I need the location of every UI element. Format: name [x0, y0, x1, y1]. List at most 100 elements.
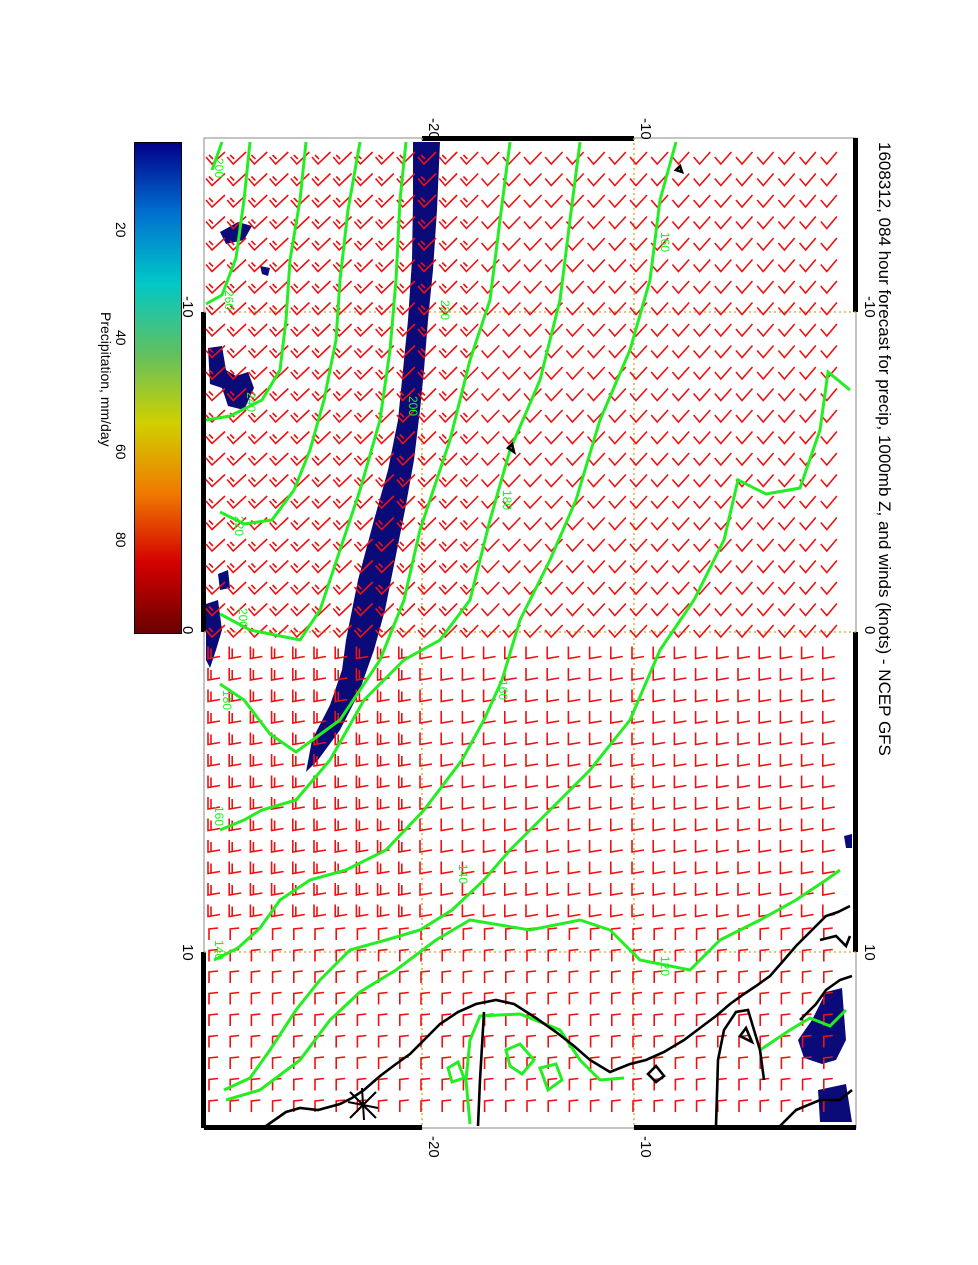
wind-barb: [608, 452, 627, 467]
wind-barb: [714, 344, 732, 359]
wind-barb: [717, 970, 727, 983]
wind-barb: [526, 1099, 537, 1112]
wind-barb: [735, 194, 754, 209]
wind-barb: [374, 151, 395, 166]
wind-barb: [419, 668, 433, 681]
wind-barb: [374, 430, 395, 445]
wind-barb: [565, 624, 585, 639]
wind-barb: [671, 215, 690, 230]
wind-barb: [438, 559, 458, 574]
wind-barb: [717, 1077, 727, 1091]
wind-barb: [820, 538, 838, 553]
wind-barb: [311, 172, 332, 187]
wind-barb: [205, 366, 226, 381]
wind-barb: [226, 194, 247, 209]
wind-barb: [483, 1099, 494, 1112]
wind-barb: [353, 559, 374, 574]
wind-barb: [610, 797, 623, 810]
wind-barb: [737, 840, 751, 853]
wind-barb: [798, 172, 817, 187]
wind-barb: [650, 301, 669, 316]
wind-barb: [270, 668, 284, 681]
wind-barb: [525, 689, 539, 703]
wind-barb: [207, 797, 221, 810]
wind-barb: [735, 387, 754, 402]
wind-barb: [314, 1056, 325, 1069]
wind-barb: [502, 344, 521, 359]
wind-barb: [482, 754, 496, 767]
wind-barb: [313, 861, 327, 875]
wind-barb: [461, 711, 475, 724]
wind-barb: [589, 1013, 600, 1026]
wind-barb: [716, 818, 729, 832]
wind-barb: [632, 927, 643, 940]
top-tick-label: -10: [637, 118, 654, 140]
wind-barb: [801, 948, 812, 962]
wind-barb: [822, 775, 835, 789]
wind-barb: [758, 797, 772, 810]
wind-barb: [798, 366, 817, 381]
wind-barb: [779, 646, 793, 660]
wind-barb: [629, 194, 648, 209]
wind-barb: [632, 948, 643, 962]
wind-barb: [505, 1034, 515, 1048]
wind-barb: [544, 516, 564, 531]
wind-barb: [694, 818, 708, 832]
wind-barb: [629, 215, 648, 230]
wind-barb: [205, 624, 226, 639]
wind-barb: [820, 280, 838, 295]
wind-barb: [671, 430, 690, 445]
wind-barb: [226, 495, 247, 510]
wind-barb: [268, 473, 289, 488]
wind-barb: [756, 559, 775, 574]
wind-barb: [565, 323, 585, 338]
wind-barb: [480, 215, 500, 230]
wind-barb: [671, 172, 690, 187]
coastline: [673, 163, 685, 175]
wind-barb: [438, 194, 458, 209]
wind-barb: [694, 861, 708, 875]
wind-barb: [480, 194, 500, 209]
wind-barb: [777, 516, 796, 531]
wind-barb: [714, 258, 732, 273]
wind-barb: [692, 516, 711, 531]
wind-barb: [523, 516, 543, 531]
wind-barb: [737, 775, 751, 789]
wind-barb: [229, 1099, 240, 1112]
wind-barb: [735, 516, 754, 531]
wind-barb: [756, 172, 775, 187]
wind-barb: [716, 775, 729, 789]
wind-barb: [313, 797, 327, 810]
wind-barb: [226, 624, 247, 639]
wind-barb: [652, 646, 666, 660]
wind-barb: [565, 301, 585, 316]
coastline: [738, 1025, 755, 1045]
wind-barb: [692, 430, 711, 445]
wind-barb: [758, 668, 772, 681]
wind-barb: [759, 948, 770, 962]
wind-barb: [611, 991, 621, 1005]
wind-barb: [268, 172, 289, 187]
coastline: [819, 934, 852, 949]
wind-barb: [247, 215, 268, 230]
wind-barb: [205, 301, 226, 316]
wind-barb: [608, 344, 627, 359]
contour-label: 240: [244, 392, 258, 413]
wind-barb: [270, 711, 284, 724]
wind-barb: [396, 409, 416, 424]
wind-barb: [525, 732, 539, 746]
wind-barb: [377, 1034, 388, 1048]
contour-label: 220: [438, 300, 452, 321]
wind-barb: [801, 1077, 812, 1091]
wind-barb: [671, 559, 690, 574]
wind-barb: [247, 452, 268, 467]
bottom-axis-bar-2: [634, 1125, 856, 1130]
wind-barb: [208, 1034, 219, 1048]
contour-label: 140: [456, 864, 470, 885]
wind-barb: [650, 430, 669, 445]
wind-barb: [377, 1013, 388, 1026]
wind-barb: [480, 473, 500, 488]
wind-barb: [567, 646, 581, 660]
wind-barb: [738, 970, 749, 983]
wind-barb: [314, 1077, 325, 1091]
